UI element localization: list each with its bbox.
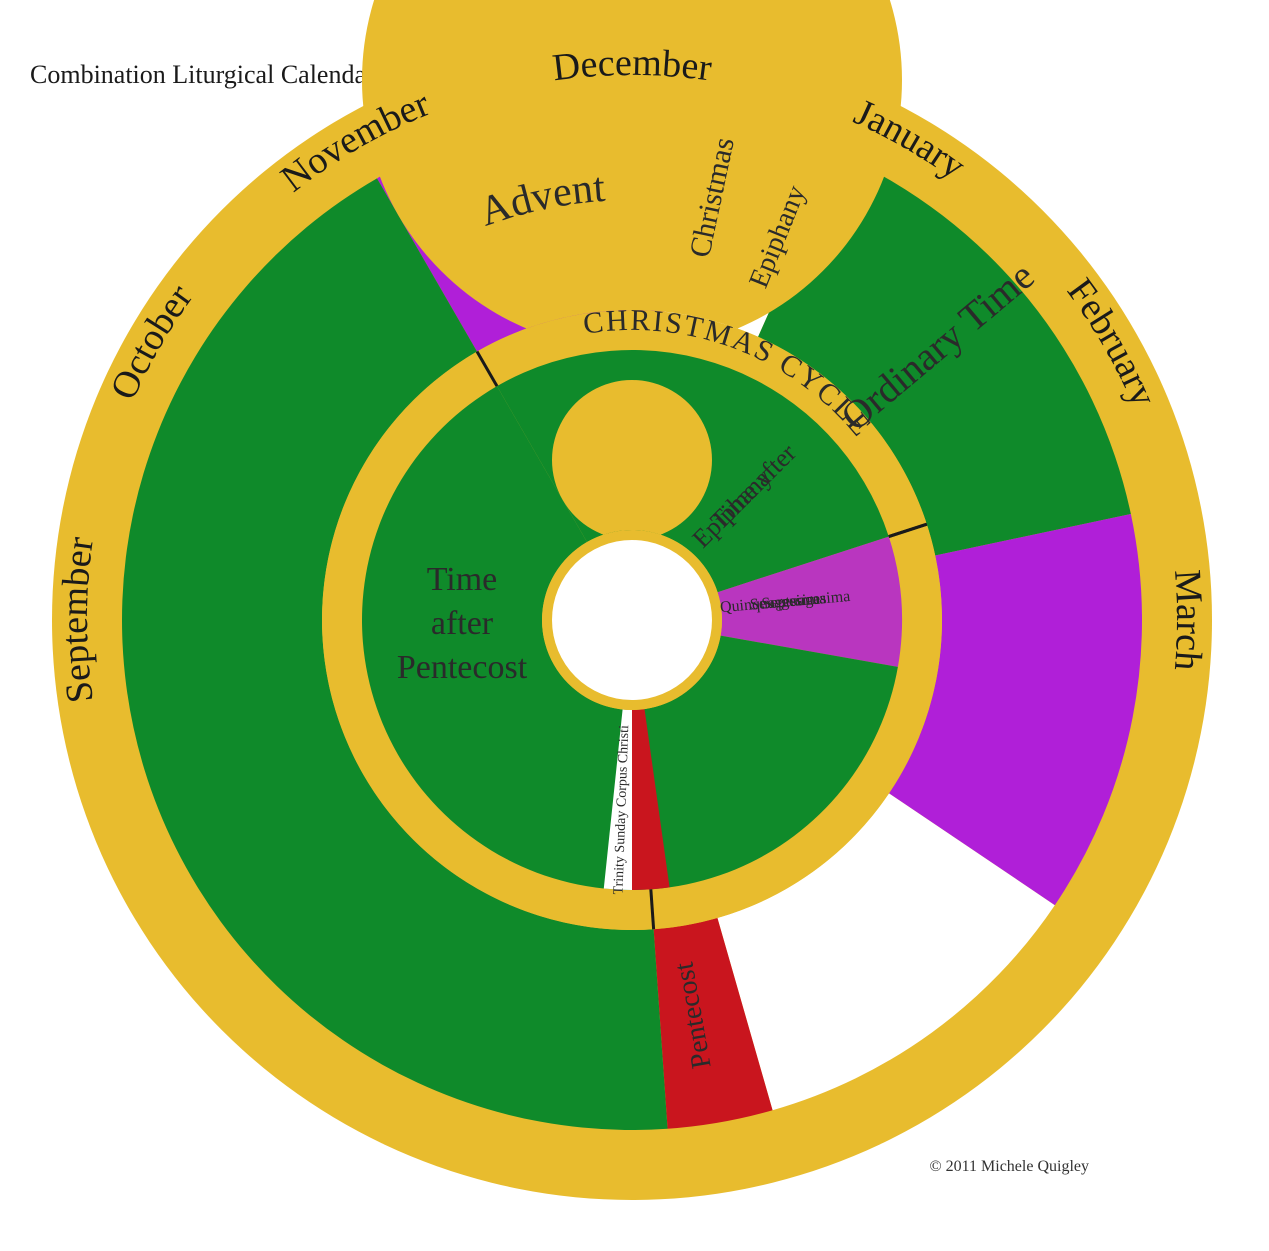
inner-label-time-after-pentecost: Pentecost <box>397 649 528 686</box>
inner-label-time-after-pentecost: after <box>431 605 494 642</box>
center-hole <box>552 540 712 700</box>
month-label-march: March <box>1166 568 1210 672</box>
inner-label-time-after-pentecost: Time <box>427 561 498 598</box>
liturgical-wheel: DecemberJanuaryFebruaryMarchAprilMayJune… <box>0 0 1269 1251</box>
month-label-september: September <box>54 534 102 705</box>
